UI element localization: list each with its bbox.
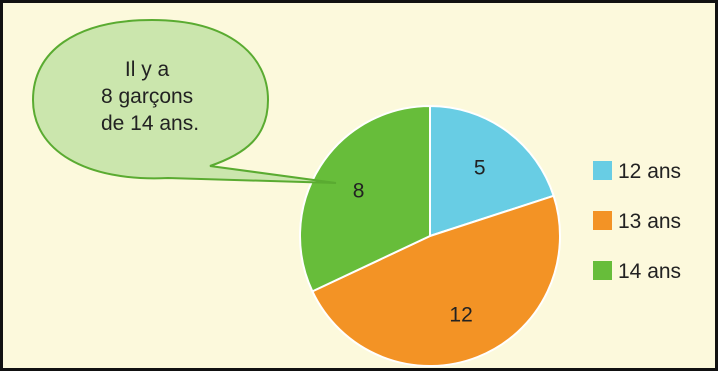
legend-label-13-ans: 13 ans [618,210,681,233]
legend-label-12-ans: 12 ans [618,160,681,183]
data-label-12-ans: 5 [474,157,486,180]
pie-slices [299,104,561,367]
callout-bubble: Il y a 8 garçons de 14 ans. [31,18,337,184]
data-label-13-ans: 12 [449,304,472,327]
pie-slice-12-ans [429,104,555,238]
legend-swatch-14-ans [593,261,612,280]
legend-swatch-12-ans [593,161,612,180]
pie-data-labels: 5 12 8 [353,157,486,327]
pie-slice-13-ans [311,194,561,367]
legend-label-14-ans: 14 ans [618,260,681,283]
data-label-14-ans: 8 [353,180,365,203]
pie-slice-14-ans [299,104,431,293]
legend-item-14-ans: 14 ans [593,260,681,283]
callout-text: Il y a 8 garçons de 14 ans. [101,58,199,135]
legend: 12 ans 13 ans 14 ans [593,160,681,283]
legend-swatch-13-ans [593,211,612,230]
callout-line-3: de 14 ans. [101,112,199,135]
legend-item-13-ans: 13 ans [593,210,681,233]
callout-bubble-shape [31,18,337,184]
callout-line-1: Il y a [125,58,170,81]
callout-line-2: 8 garçons [101,85,193,108]
legend-item-12-ans: 12 ans [593,160,681,183]
